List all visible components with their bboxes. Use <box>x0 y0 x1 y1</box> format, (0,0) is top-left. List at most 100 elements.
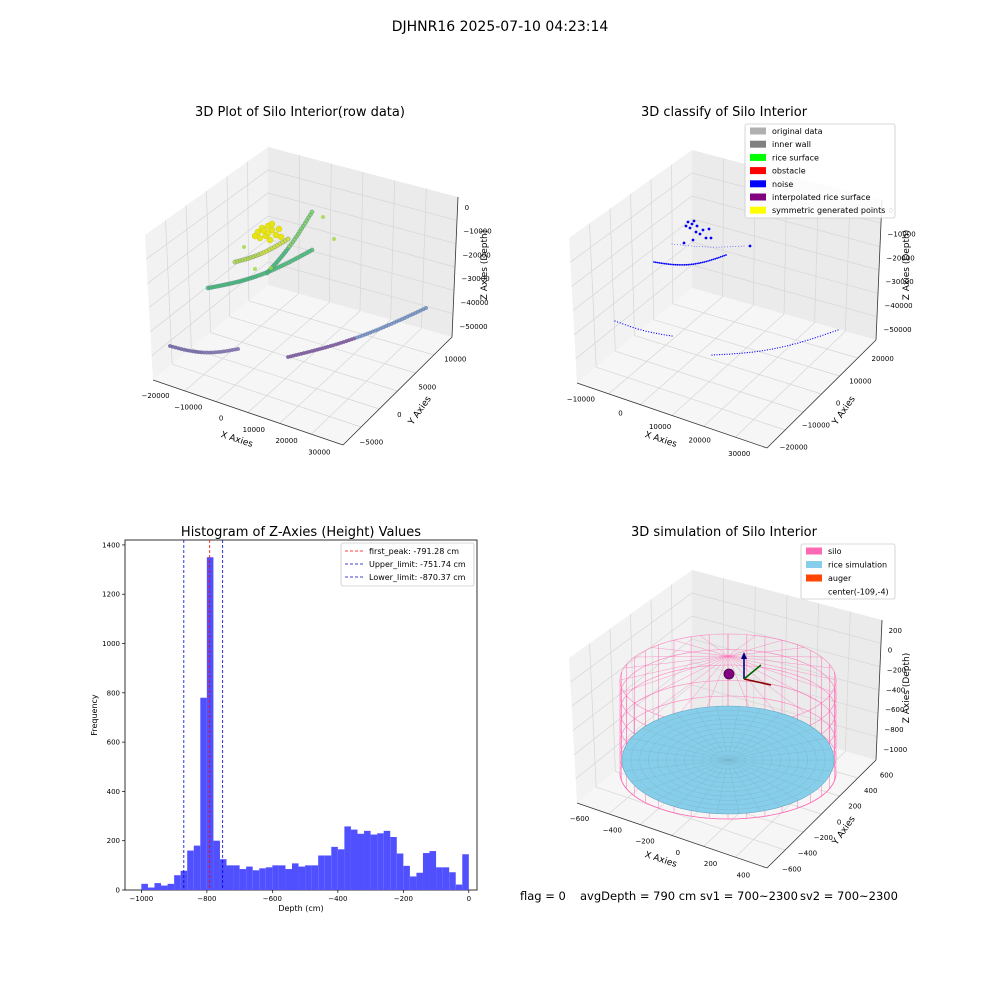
z-tick-label: −30000 <box>462 275 490 283</box>
legend-label: rice surface <box>772 153 819 162</box>
noise-point <box>804 340 806 342</box>
noise-point <box>724 246 725 248</box>
legend-swatch <box>750 193 766 201</box>
noise-point <box>701 228 705 232</box>
x-axis-label: X Axies <box>643 850 678 870</box>
data-point <box>264 229 272 237</box>
noise-point <box>766 349 769 351</box>
x-tick-label: 0 <box>676 849 680 857</box>
rice-surface <box>621 705 835 815</box>
x-tick-label: −1000 <box>130 895 154 903</box>
noise-point <box>731 353 733 355</box>
rice-mesh <box>695 708 729 761</box>
histogram-bar <box>174 875 181 890</box>
noise-point <box>721 246 723 248</box>
silo-roof-wire <box>727 647 805 657</box>
rice-mesh <box>695 759 729 812</box>
noise-point <box>702 246 703 248</box>
legend-swatch <box>750 167 766 175</box>
noise-point <box>743 245 745 247</box>
y-tick-label: −20000 <box>780 443 808 451</box>
histogram-bar <box>455 884 463 890</box>
noise-point <box>784 345 786 347</box>
data-point <box>268 220 276 228</box>
rice-mesh <box>727 713 782 761</box>
z-tick-label: 200 <box>889 627 902 635</box>
figure-title: DJHNR16 2025-07-10 04:23:14 <box>392 19 609 35</box>
noise-point <box>619 322 621 324</box>
noise-point <box>727 246 728 248</box>
noise-point <box>680 264 682 266</box>
rice-mesh <box>642 759 729 792</box>
noise-point <box>709 236 713 240</box>
noise-point <box>711 354 713 356</box>
noise-point <box>671 335 673 337</box>
x-tick-label: −800 <box>197 895 216 903</box>
noise-point <box>691 238 695 242</box>
y-tick-label: 600 <box>880 771 893 779</box>
noise-point <box>653 261 655 263</box>
noise-point <box>695 224 699 228</box>
noise-point <box>817 336 819 338</box>
silo-roof-wire <box>651 655 729 713</box>
histogram-bar <box>429 851 437 890</box>
noise-point <box>716 354 718 356</box>
noise-point <box>746 352 748 354</box>
histogram-bar <box>193 845 201 890</box>
plot-area <box>124 539 478 891</box>
histogram-bar <box>357 833 365 890</box>
avg-depth-readout: avgDepth = 790 cm <box>580 889 696 903</box>
noise-point <box>704 246 706 248</box>
histogram-bar <box>252 870 260 890</box>
rice-mesh <box>727 759 832 772</box>
histogram-bar <box>226 865 234 890</box>
noise-point <box>703 261 706 263</box>
x-tick-label: 20000 <box>275 437 297 445</box>
noise-point <box>740 245 742 247</box>
noise-point <box>824 333 827 335</box>
rice-mesh <box>642 728 729 761</box>
x-tick-label: −400 <box>603 826 622 834</box>
noise-point <box>692 219 696 223</box>
noise-point <box>797 342 799 344</box>
noise-point <box>704 236 708 240</box>
y-axis-line <box>342 336 453 446</box>
y-tick-label: 0 <box>837 818 841 826</box>
noise-point <box>719 256 722 258</box>
z-tick-label: −800 <box>884 726 903 734</box>
histogram-bar <box>154 883 162 890</box>
histogram-bar <box>265 867 273 890</box>
histogram-bar <box>318 855 325 890</box>
noise-point <box>671 243 673 245</box>
noise-point <box>701 261 704 264</box>
histogram-bar <box>370 834 378 890</box>
x-axis-line <box>152 379 344 446</box>
legend-label: silo <box>828 547 842 556</box>
silo-roof-wire <box>619 655 729 681</box>
histogram-bar <box>298 866 306 890</box>
noise-point <box>637 328 639 330</box>
noise-point <box>729 353 731 355</box>
grid-line <box>574 661 879 755</box>
histogram-bar <box>350 829 358 890</box>
noise-point <box>672 263 675 266</box>
histogram-bar <box>278 865 286 890</box>
z-tick-label: −400 <box>886 686 905 694</box>
z-tick-label: −50000 <box>883 326 911 334</box>
noise-point <box>744 352 746 354</box>
rice-mesh <box>727 708 761 761</box>
histogram-bar <box>219 859 227 890</box>
histogram-bar <box>436 867 443 890</box>
histogram-bar <box>272 865 279 890</box>
noise-point <box>699 246 701 248</box>
noise-point <box>699 261 702 264</box>
histogram-bar <box>200 697 207 890</box>
noise-point <box>689 263 691 266</box>
noise-point <box>761 350 764 352</box>
legend: original data inner wall rice surface obsta… <box>744 123 896 219</box>
noise-point <box>707 260 709 262</box>
noise-point <box>792 343 794 345</box>
y-tick-label: −5000 <box>360 439 384 447</box>
noise-point <box>748 244 752 248</box>
